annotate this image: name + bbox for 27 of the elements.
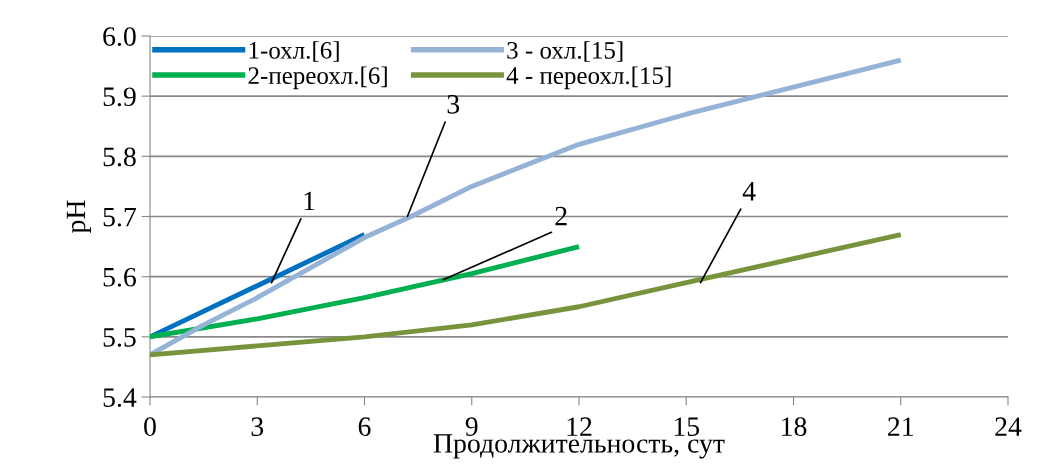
x-tick-label: 6 bbox=[358, 417, 371, 436]
x-tick-label: 12 bbox=[567, 417, 592, 436]
y-axis-title: pH bbox=[66, 200, 91, 234]
annotation: 3 bbox=[447, 94, 460, 114]
y-tick-label: 5.5 bbox=[103, 328, 136, 347]
y-tick-label: 5.9 bbox=[103, 87, 136, 107]
legend-label: 4 - переохл.[15] bbox=[506, 66, 671, 90]
y-tick-label: 6.0 bbox=[103, 27, 136, 47]
y-tick-label: 5.6 bbox=[103, 267, 136, 287]
annotation: 4 bbox=[742, 182, 756, 201]
y-tick-label: 5.4 bbox=[103, 388, 137, 408]
x-tick-label: 0 bbox=[144, 417, 156, 436]
x-tick-label: 18 bbox=[782, 417, 807, 436]
legend-label: 2-переохл.[6] bbox=[248, 66, 387, 90]
legend-label: 1-охл.[6] bbox=[249, 41, 339, 62]
line-series bbox=[150, 244, 582, 340]
x-tick-label: 24 bbox=[995, 417, 1022, 436]
line-series bbox=[150, 232, 904, 358]
x-tick-label: 9 bbox=[465, 417, 478, 436]
x-tick-label: 15 bbox=[674, 417, 700, 436]
y-tick-label: 5.8 bbox=[103, 147, 136, 167]
annotation: 1 bbox=[304, 191, 315, 211]
y-tick-label: 5.7 bbox=[103, 207, 137, 227]
annotation: 2 bbox=[555, 206, 567, 226]
x-tick-label: 21 bbox=[888, 417, 913, 436]
x-tick-label: 3 bbox=[251, 417, 264, 436]
legend-label: 3 - охл.[15] bbox=[507, 41, 623, 62]
